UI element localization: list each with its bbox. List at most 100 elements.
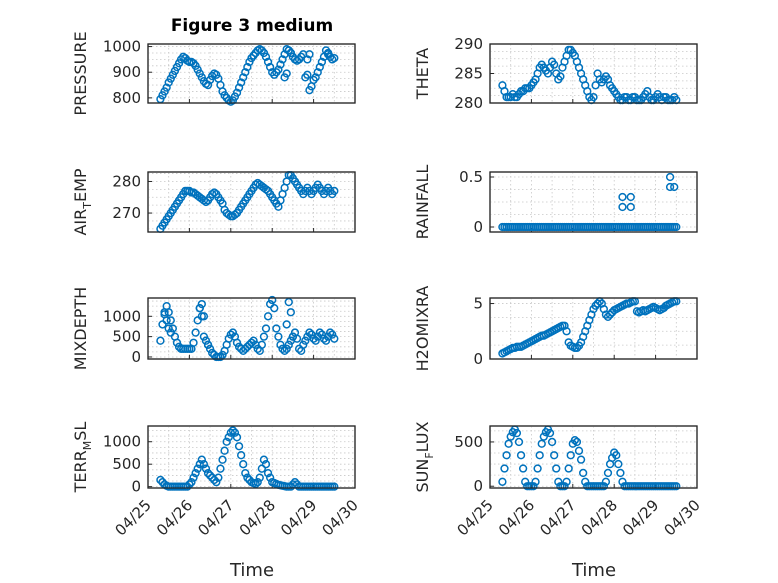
y-tick-label: 280: [112, 172, 141, 190]
data-point: [189, 473, 198, 482]
data-point: [500, 464, 509, 473]
data-point: [554, 477, 563, 486]
data-point: [599, 482, 608, 491]
x-tick-label: 04/28: [578, 496, 621, 539]
data-point: [268, 295, 277, 305]
y-axis-label: THETA: [413, 48, 432, 100]
data-point: [303, 70, 312, 79]
data-point: [214, 473, 223, 482]
y-tick-label: 290: [454, 35, 483, 53]
data-point: [560, 482, 569, 491]
data-point: [253, 478, 262, 487]
data-point: [614, 459, 623, 469]
axes-box: [489, 425, 698, 489]
data-point: [265, 62, 275, 72]
data-point: [249, 336, 258, 345]
data-point: [263, 57, 273, 67]
data-point: [237, 451, 246, 460]
data-point: [261, 324, 271, 333]
y-tick-label: 5: [473, 295, 483, 313]
data-point: [504, 439, 513, 448]
data-point: [205, 471, 215, 480]
data-point: [183, 482, 192, 491]
x-tick-label: 04/30: [319, 496, 362, 539]
x-tick-label: 04/29: [277, 496, 320, 539]
subplot-2: 280 285 290 THETA: [413, 35, 698, 112]
data-point: [665, 172, 675, 182]
data-point: [197, 299, 206, 309]
y-tick-label: 500: [454, 433, 483, 451]
data-point: [218, 455, 227, 464]
data-point: [201, 197, 211, 207]
data-point: [274, 332, 283, 341]
x-tick-label: 04/25: [454, 496, 497, 539]
data-point: [328, 330, 337, 339]
y-tick-label: 0: [131, 348, 141, 366]
y-tick-label: 1000: [103, 307, 141, 325]
data-point: [280, 346, 289, 356]
y-tick-label: 0: [131, 478, 141, 496]
data-point: [164, 324, 173, 333]
data-point: [579, 468, 588, 478]
data-point: [166, 328, 175, 337]
data-point: [315, 328, 324, 337]
data-point: [576, 455, 586, 464]
data-point: [263, 469, 273, 478]
data-point: [255, 473, 264, 482]
data-point: [203, 469, 213, 478]
data-point: [550, 451, 559, 460]
data-point: [239, 73, 248, 82]
data-point: [581, 477, 590, 486]
data-point: [278, 344, 287, 353]
subplot-4: 0 0.5 RAINFALL: [413, 165, 698, 239]
data-point: [309, 334, 318, 343]
data-point: [199, 196, 209, 205]
x-axis-label-left: Time: [229, 560, 274, 581]
data-point: [216, 464, 225, 473]
data-point: [572, 343, 582, 353]
subplot-1: 800 900 1000 PRESSURE: [71, 31, 356, 116]
y-tick-label: 500: [112, 455, 141, 473]
data-point: [226, 428, 235, 437]
data-point: [603, 312, 613, 322]
data-point: [506, 432, 515, 441]
data-point: [257, 464, 267, 473]
figure-title: Figure 3 medium: [171, 16, 333, 36]
y-tick-label: 1000: [103, 38, 141, 56]
data-point: [618, 202, 627, 212]
data-point: [284, 297, 293, 307]
data-point: [272, 324, 281, 333]
data-point: [572, 437, 582, 447]
y-tick-label: 285: [454, 65, 483, 83]
data-point: [286, 48, 295, 58]
y-tick-label: 0.5: [459, 168, 483, 186]
axes-box: [489, 43, 698, 104]
axes-box: [147, 171, 356, 233]
data-point: [185, 186, 194, 196]
data-point: [531, 477, 540, 486]
data-point: [321, 336, 331, 345]
data-point: [187, 478, 196, 487]
data-point: [303, 55, 312, 64]
y-tick-label: 0: [473, 218, 483, 236]
data-point: [305, 328, 314, 337]
x-axis-label-right: Time: [571, 560, 616, 581]
data-point: [593, 299, 602, 308]
data-point: [326, 328, 335, 337]
data-point: [232, 88, 242, 97]
data-point: [203, 340, 213, 349]
data-point: [502, 451, 511, 460]
data-point: [616, 468, 625, 478]
data-point: [210, 188, 219, 197]
data-point: [234, 83, 244, 92]
data-point: [241, 68, 250, 77]
data-point: [243, 473, 252, 482]
data-point: [529, 482, 538, 491]
data-point: [547, 437, 557, 447]
data-point: [261, 52, 271, 61]
data-point: [311, 336, 320, 345]
x-tick-label: 04/28: [236, 496, 279, 539]
data-point: [261, 185, 271, 194]
